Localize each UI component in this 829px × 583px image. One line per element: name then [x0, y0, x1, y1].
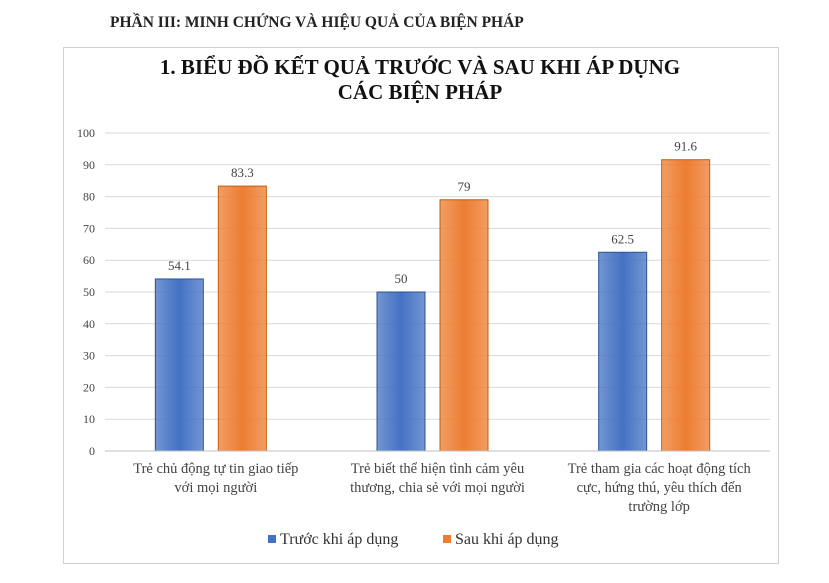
- y-tick-label: 30: [83, 349, 95, 363]
- data-label: 91.6: [674, 139, 697, 154]
- chart-frame: [63, 47, 779, 564]
- x-tick-label: Trẻ tham gia các hoạt động tích: [568, 461, 752, 477]
- y-tick-label: 10: [83, 412, 95, 426]
- chart-title-line-1: 1. BIỂU ĐỒ KẾT QUẢ TRƯỚC VÀ SAU KHI ÁP D…: [159, 55, 681, 79]
- bar-after: [217, 185, 267, 452]
- y-tick-label: 60: [83, 253, 95, 267]
- legend-swatch: [443, 535, 451, 543]
- chart-title-line-2: CÁC BIỆN PHÁP: [337, 80, 503, 104]
- chart-title: 1. BIỂU ĐỒ KẾT QUẢ TRƯỚC VÀ SAU KHI ÁP D…: [100, 55, 740, 105]
- x-tick-label: trường lớp: [628, 499, 689, 515]
- bar-before: [598, 251, 648, 452]
- y-tick-label: 70: [83, 221, 95, 235]
- data-label: 50: [395, 271, 408, 286]
- y-tick-label: 20: [83, 380, 95, 394]
- legend-swatch: [268, 535, 276, 543]
- y-tick-label: 0: [89, 444, 95, 458]
- data-label: 54.1: [168, 258, 191, 273]
- x-tick-label: cực, hứng thú, yêu thích đến: [577, 480, 743, 496]
- bar-before: [376, 291, 426, 452]
- y-tick-label: 40: [83, 317, 95, 331]
- bar-after: [661, 159, 711, 452]
- data-label: 83.3: [231, 165, 254, 180]
- legend-label: Sau khi áp dụng: [455, 531, 559, 548]
- y-tick-label: 100: [77, 126, 95, 140]
- section-heading: PHẦN III: MINH CHỨNG VÀ HIỆU QUẢ CỦA BIỆ…: [110, 14, 524, 31]
- x-tick-label: thương, chia sẻ với mọi người: [350, 480, 525, 496]
- y-tick-label: 50: [83, 285, 95, 299]
- y-tick-label: 80: [83, 190, 95, 204]
- data-label: 79: [458, 179, 471, 194]
- x-tick-label: Trẻ chủ động tự tin giao tiếp: [133, 461, 298, 477]
- x-tick-label: với mọi người: [174, 480, 257, 496]
- data-label: 62.5: [611, 231, 634, 246]
- legend-label: Trước khi áp dụng: [280, 531, 398, 548]
- y-tick-label: 90: [83, 158, 95, 172]
- x-tick-label: Trẻ biết thể hiện tình cảm yêu: [351, 461, 524, 477]
- bar-before: [154, 278, 204, 452]
- bar-after: [439, 199, 489, 452]
